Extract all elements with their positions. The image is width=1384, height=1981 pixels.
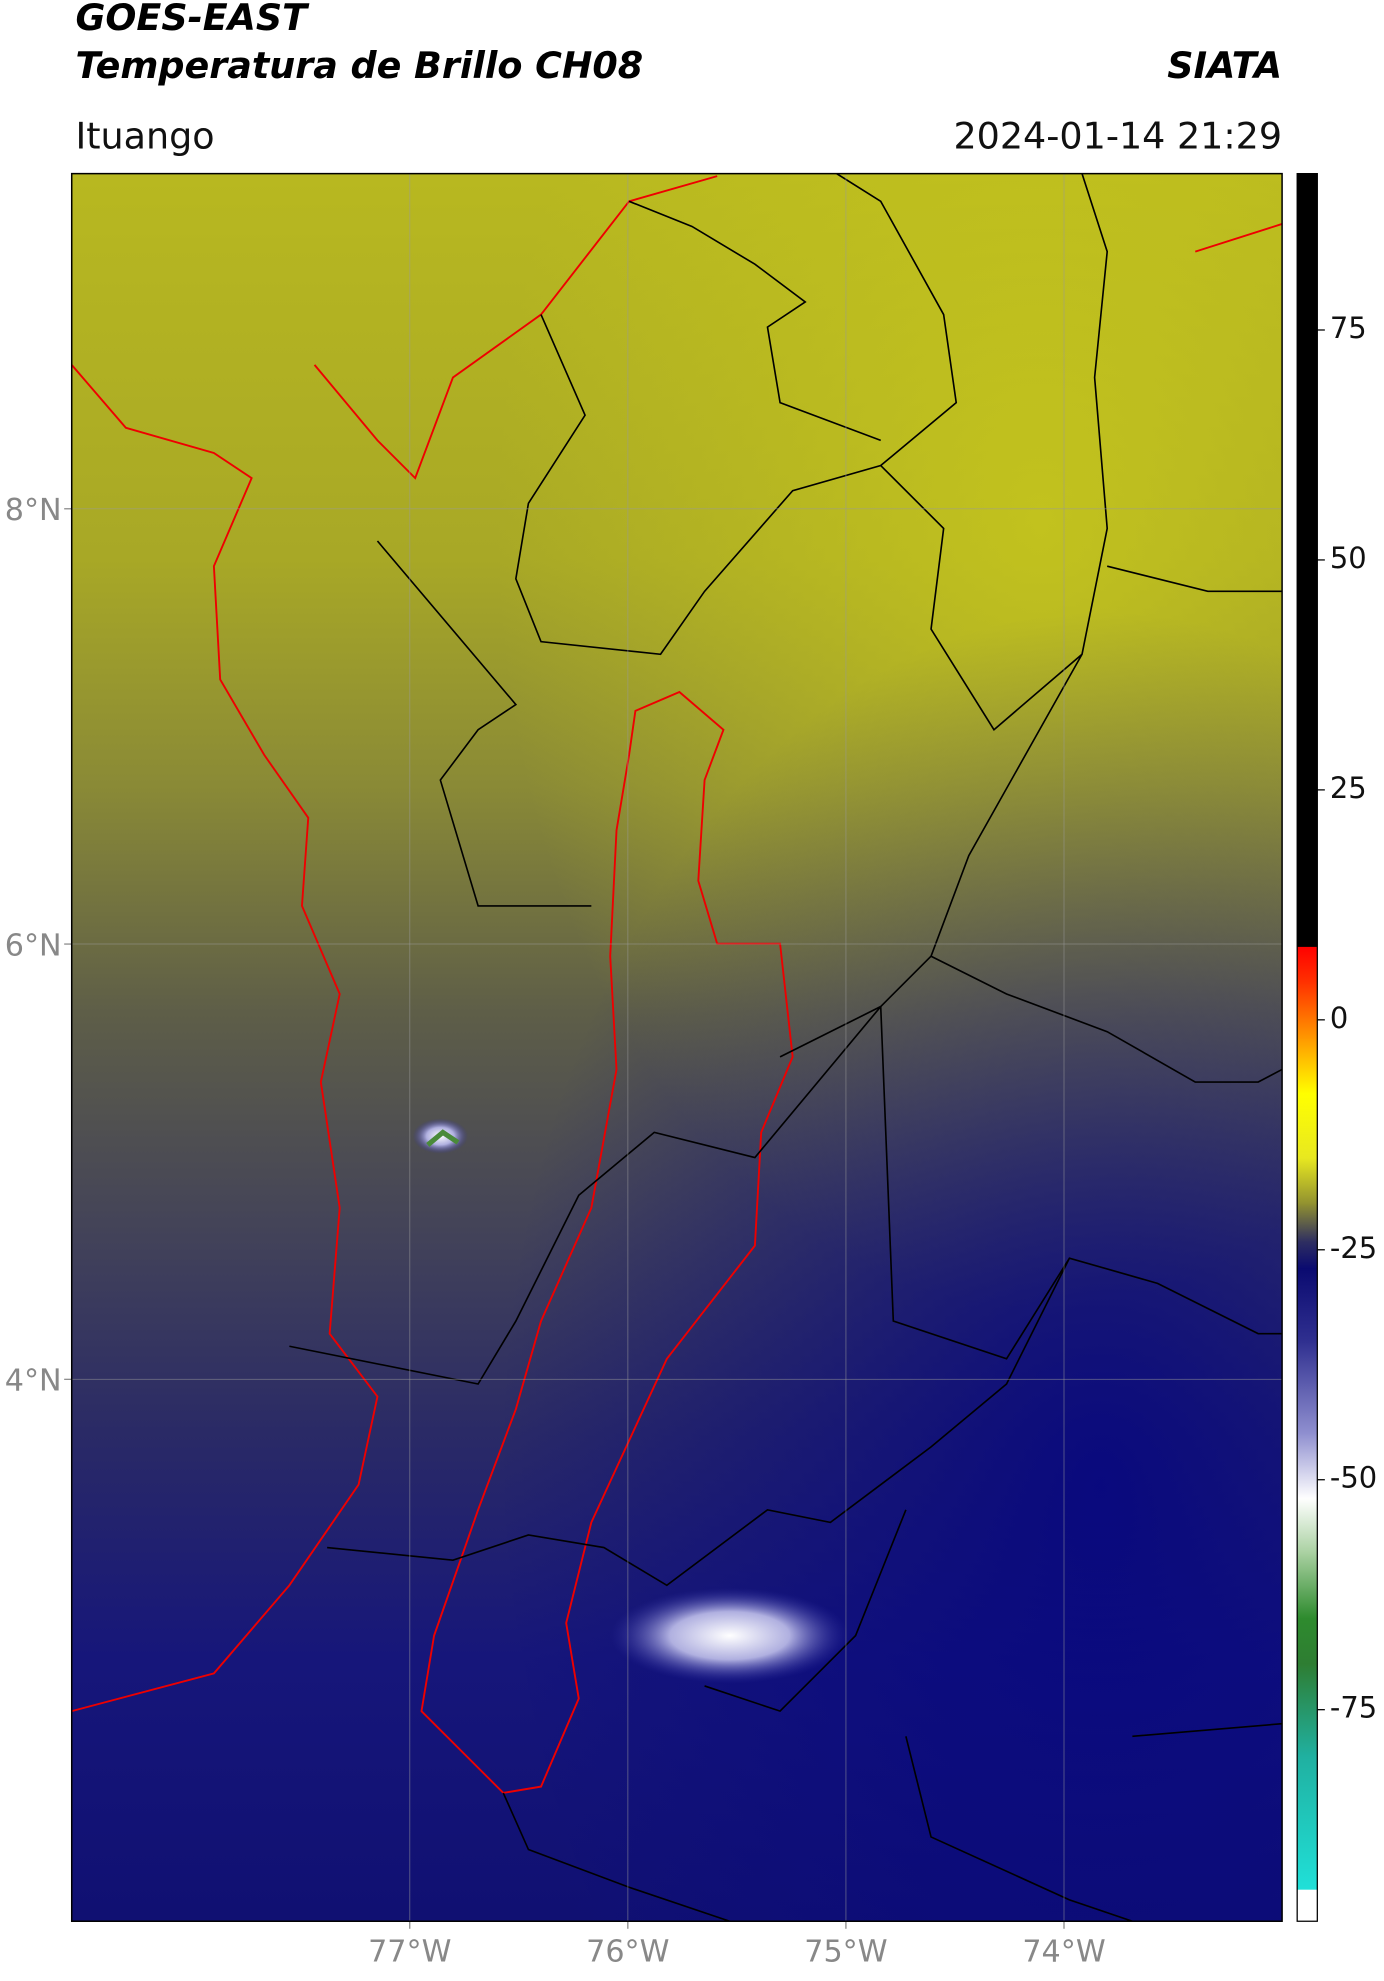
colorbar-segment [1297,1240,1318,1269]
colorbar-segment [1297,1889,1318,1922]
title: GOES-EAST [75,0,310,39]
colorbar-segment [1297,1038,1318,1095]
colorbar: 75 50 25 0 -25 -50 -75 [1297,173,1377,1922]
colorbar-segment [1297,173,1318,947]
map-imagery [71,173,1283,1922]
colorbar-tick-label: -75 [1330,1691,1377,1725]
colorbar-segment [1297,1203,1318,1242]
y-tick-label: 6°N [5,928,62,963]
colorbar-segment [1297,1268,1318,1343]
department-borders [376,173,1283,1083]
cold-core [426,1129,460,1147]
colorbar-tick-label: 0 [1330,1001,1348,1035]
x-tick-label: 77°W [368,1934,451,1969]
colorbar-segment [1297,1663,1318,1757]
colorbar-frame [1296,172,1318,1922]
colorbar-segment [1297,946,1318,984]
colorbar-tick-label: -50 [1330,1461,1377,1495]
y-tick-label: 8°N [5,493,62,528]
colorbar-segment [1297,1617,1318,1665]
datetime: 2024-01-14 21:29 [953,114,1282,157]
colorbar-tick-label: 25 [1330,771,1367,805]
colorbar-segment [1297,983,1318,1039]
source: SIATA [1167,44,1282,87]
colorbar-segment [1297,1433,1318,1499]
colorbar-tick-label: 75 [1330,311,1367,345]
y-tick-label: 4°N [5,1364,62,1399]
colorbar-tick-label: 50 [1330,541,1367,575]
colorbar-segment [1297,1157,1318,1205]
convective-cloud [610,1587,850,1684]
location: Ituango [75,114,214,157]
colorbar-segment [1297,1755,1318,1890]
department-borders [289,1006,1283,1922]
x-tick-label: 75°W [804,1934,887,1969]
subtitle: Temperatura de Brillo CH08 [75,44,643,87]
x-tick-label: 76°W [586,1934,669,1969]
region-outline [420,690,794,1794]
coastline [71,364,379,1713]
graticule: 77°W 76°W 75°W 74°W 8°N 6°N 4°N [5,173,1283,1969]
coastline [1194,223,1283,253]
colorbar-segment [1297,1341,1318,1435]
colorbar-tick-label: -25 [1330,1231,1377,1265]
x-tick-label: 74°W [1022,1934,1105,1969]
map-frame [70,172,1283,1922]
colorbar-segment [1297,1498,1318,1554]
colorbar-segment [1297,1093,1318,1159]
colorbar-segment [1297,1553,1318,1619]
